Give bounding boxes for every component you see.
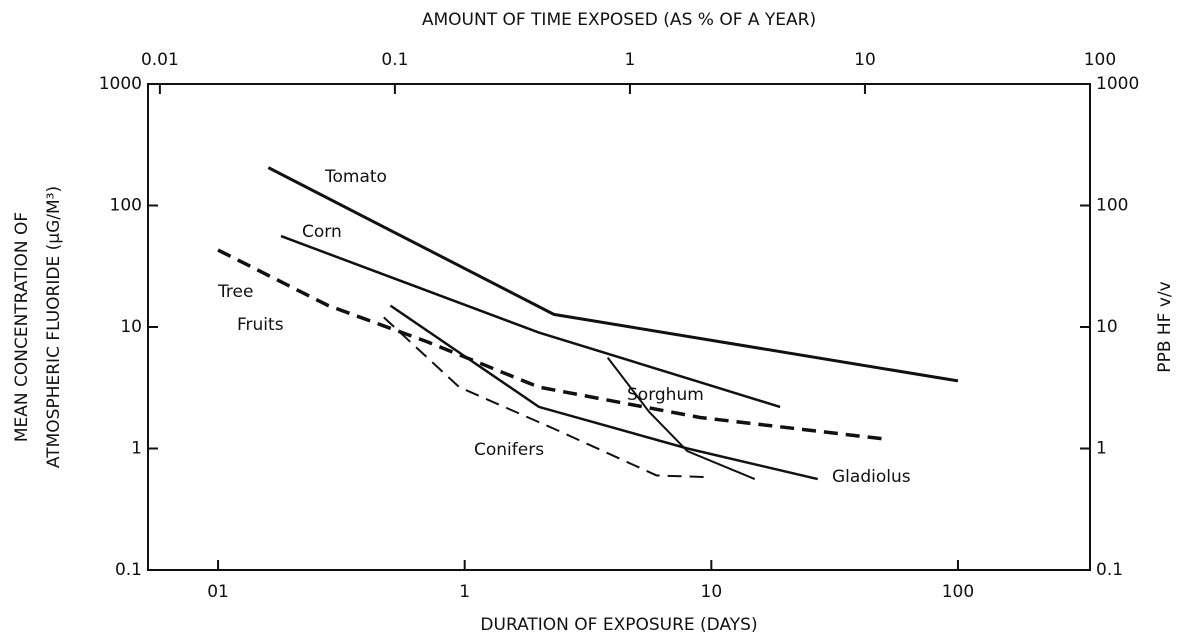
x-tick-label: 1 bbox=[459, 582, 470, 602]
x2-tick-label: 10 bbox=[854, 50, 876, 70]
y2-tick-label: 10 bbox=[1096, 317, 1118, 337]
y-axis-label: ATMOSPHERIC FLUORIDE (µG/M³) bbox=[44, 186, 64, 468]
series-label: Corn bbox=[302, 222, 342, 242]
series-label: Conifers bbox=[474, 440, 544, 460]
series-line bbox=[267, 166, 959, 383]
plot-frame bbox=[147, 83, 1091, 571]
y-tick-label: 1 bbox=[131, 439, 142, 459]
series-label: Tomato bbox=[324, 167, 387, 187]
x-tick-label: 100 bbox=[942, 582, 974, 602]
series-label: Fruits bbox=[237, 315, 284, 335]
series-line bbox=[383, 316, 712, 479]
series-label: Tree bbox=[217, 282, 253, 302]
x2-axis-label: AMOUNT OF TIME EXPOSED (AS % OF A YEAR) bbox=[422, 10, 816, 30]
y2-tick-label: 0.1 bbox=[1096, 560, 1123, 580]
series-label: Gladiolus bbox=[832, 467, 911, 487]
series-label: Sorghum bbox=[627, 385, 704, 405]
series-line bbox=[606, 356, 756, 481]
y2-tick-label: 1 bbox=[1096, 439, 1107, 459]
y-axis-label: MEAN CONCENTRATION OF bbox=[12, 212, 32, 442]
y-tick-label: 100 bbox=[110, 196, 142, 216]
x-tick-label: 10 bbox=[701, 582, 723, 602]
y2-axis-label: PPB HF v/v bbox=[1155, 281, 1175, 372]
x2-tick-label: 0.01 bbox=[141, 50, 179, 70]
series-line bbox=[217, 248, 884, 441]
x-axis-label: DURATION OF EXPOSURE (DAYS) bbox=[480, 615, 757, 635]
series-line bbox=[280, 234, 781, 409]
x2-tick-label: 100 bbox=[1084, 50, 1116, 70]
y-tick-label: 0.1 bbox=[115, 560, 142, 580]
y2-tick-label: 100 bbox=[1096, 196, 1128, 216]
y2-tick-label: 1000 bbox=[1096, 74, 1139, 94]
y-tick-label: 1000 bbox=[99, 74, 142, 94]
y-tick-label: 10 bbox=[120, 317, 142, 337]
x2-tick-label: 1 bbox=[625, 50, 636, 70]
x-tick-label: 01 bbox=[207, 582, 229, 602]
series-line bbox=[389, 304, 819, 481]
x2-tick-label: 0.1 bbox=[381, 50, 408, 70]
